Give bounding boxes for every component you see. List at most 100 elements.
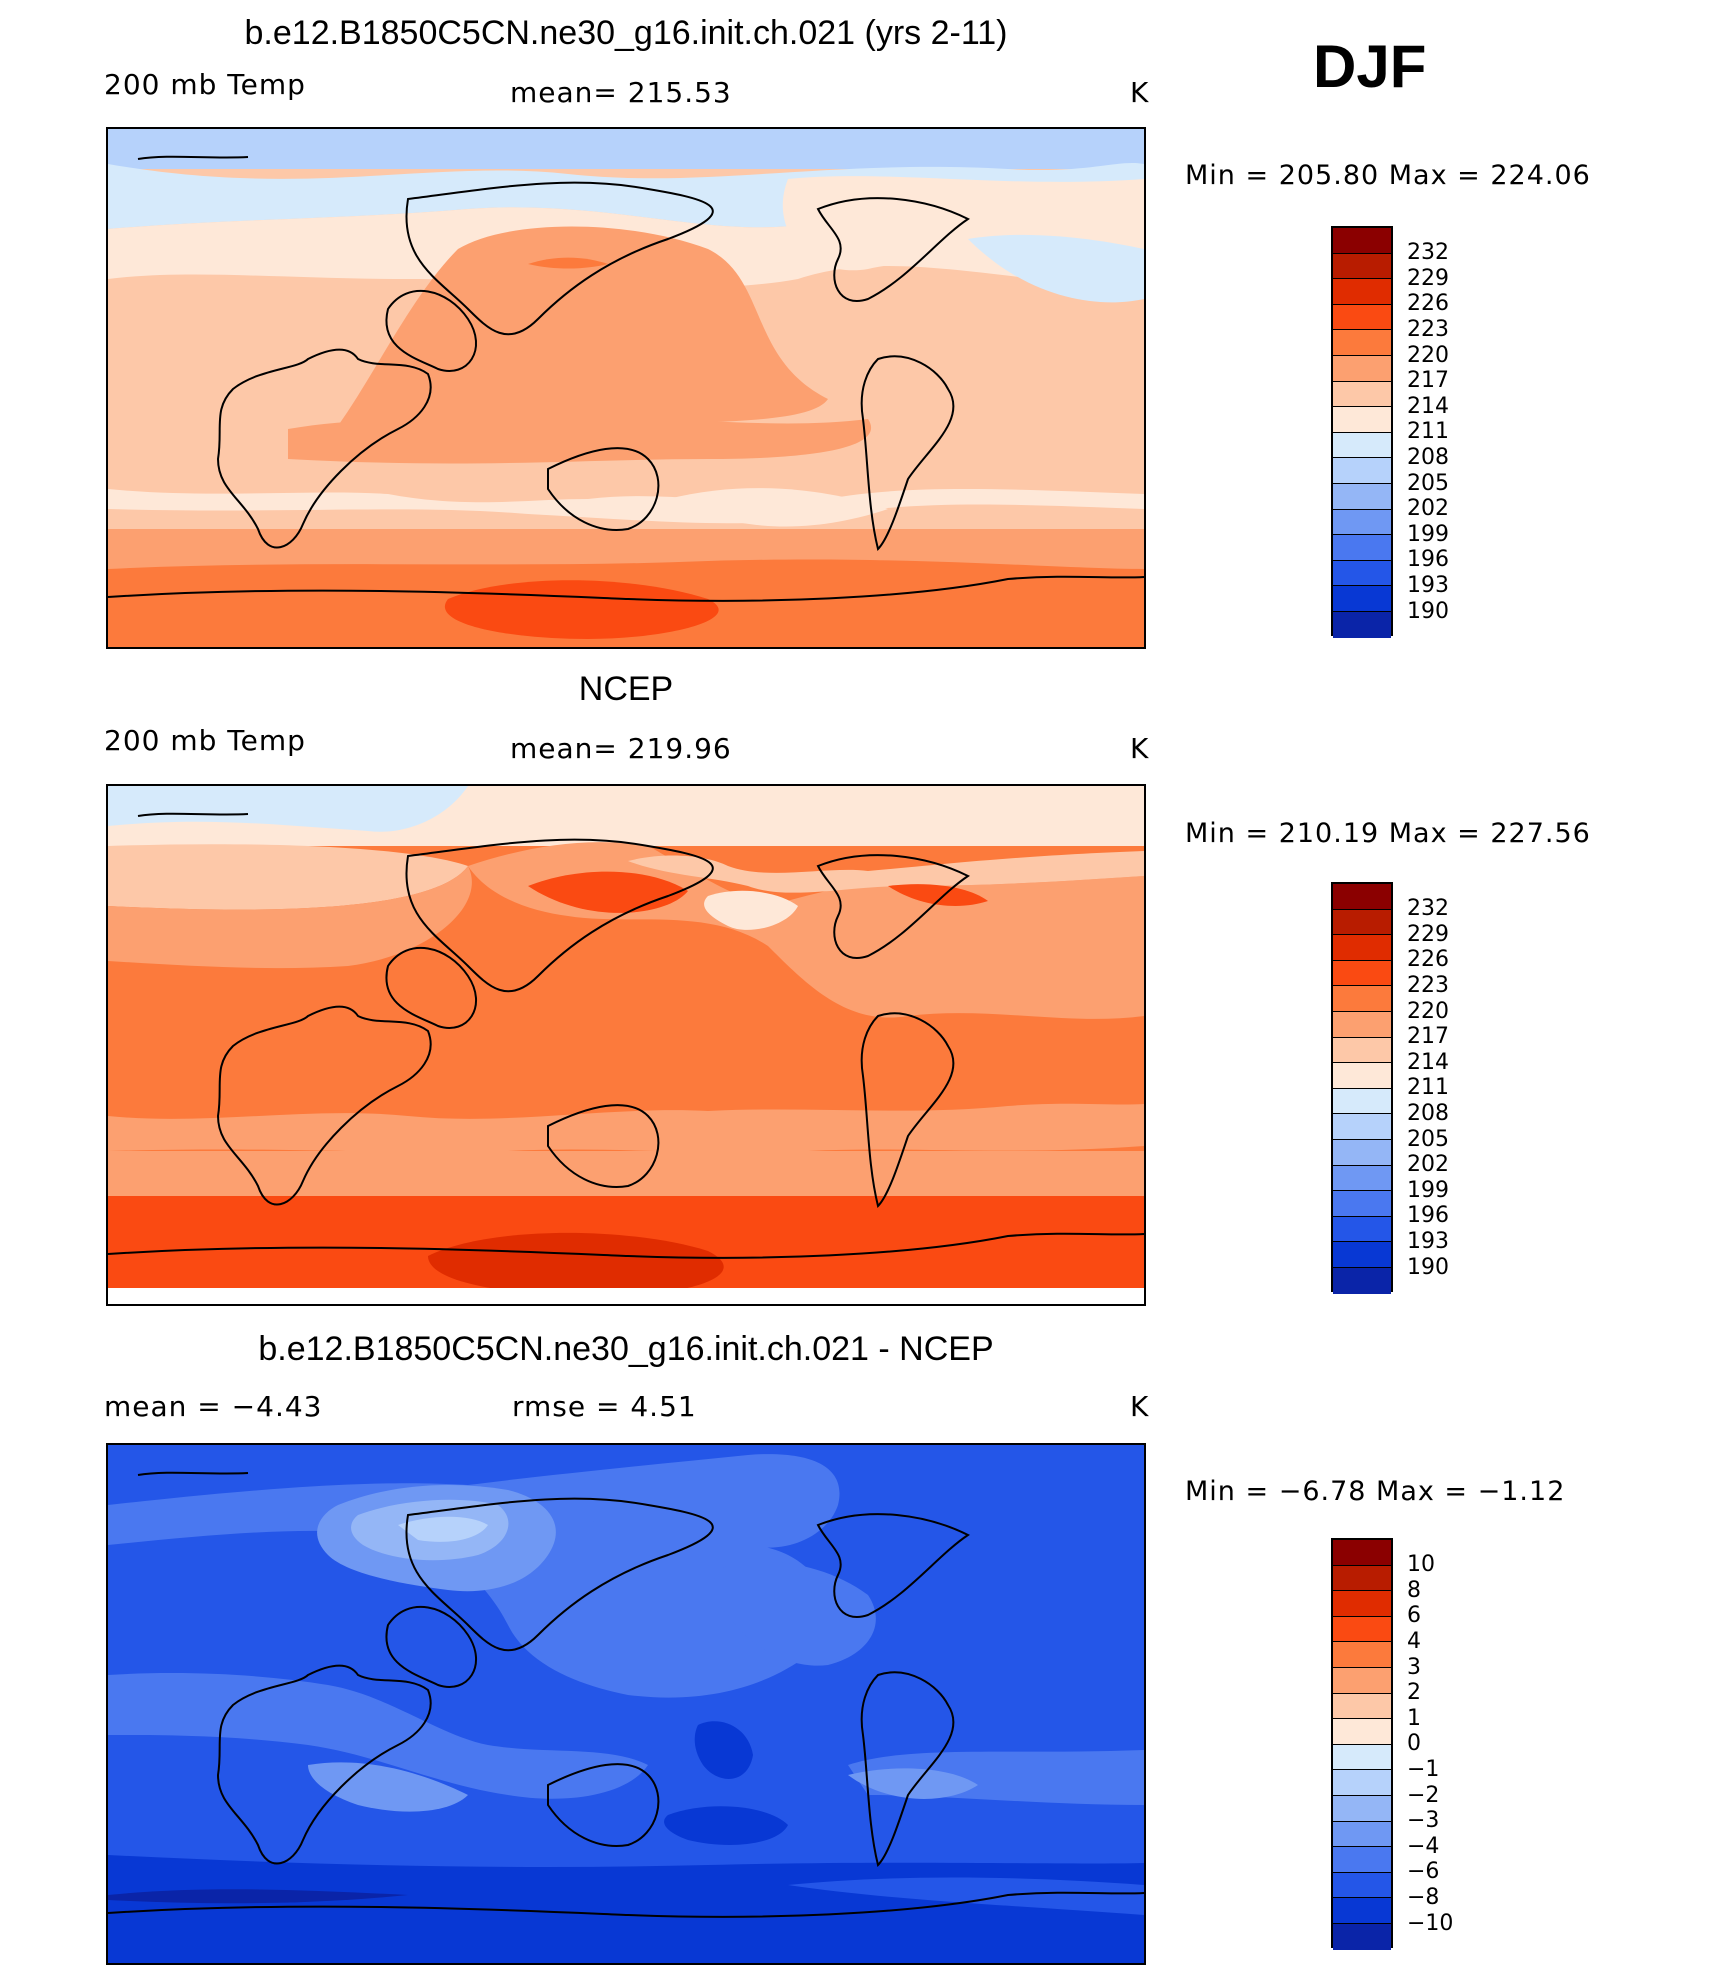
panel-1-colorbar-swatches [1331,226,1393,638]
colorbar-swatch [1333,1821,1391,1848]
colorbar-tick: 199 [1407,522,1449,547]
panel-2-map [106,784,1146,1306]
panel-3-map-svg [108,1445,1144,1963]
colorbar-swatch [1333,1011,1391,1038]
colorbar-tick: 232 [1407,896,1449,921]
panel-1-units-label: K [1130,76,1150,109]
coastline [108,1471,1144,1918]
panel-2-title: NCEP [578,670,674,708]
contour [398,1516,488,1542]
contour [308,1762,468,1812]
colorbar-tick: −3 [1407,1808,1440,1833]
colorbar-swatch [1333,253,1391,280]
contour [428,1232,724,1297]
colorbar-tick: 229 [1407,266,1449,291]
panel-1-title: b.e12.B1850C5CN.ne30_g16.init.ch.021 (yr… [244,14,1008,52]
colorbar-tick: 8 [1407,1578,1421,1603]
colorbar-tick: 214 [1407,1050,1449,1075]
contour [628,851,1144,893]
colorbar-swatch [1333,1139,1391,1166]
colorbar-swatch [1333,1242,1391,1268]
band [108,129,1144,169]
colorbar-swatch [1333,1872,1391,1899]
contour [108,1855,1144,1963]
contour [668,488,888,527]
colorbar-swatch [1333,1744,1391,1771]
colorbar-tick: 220 [1407,343,1449,368]
colorbar-tick: 226 [1407,291,1449,316]
colorbar-tick: 223 [1407,317,1449,342]
panel-1-variable-label: 200 mb Temp [104,68,306,101]
colorbar-tick: 10 [1407,1552,1435,1577]
colorbar-swatch [1333,535,1391,561]
colorbar-tick: 205 [1407,1127,1449,1152]
colorbar-swatch [1333,1642,1391,1668]
panel-2-map-svg [108,786,1144,1304]
colorbar-swatch [1333,1667,1391,1694]
contour [108,866,472,969]
colorbar-swatch [1333,1847,1391,1873]
colorbar-tick: 2 [1407,1680,1421,1705]
colorbar-tick: 202 [1407,496,1449,521]
panel-1-mean-label: mean= 215.53 [510,76,732,109]
colorbar-tick: 217 [1407,368,1449,393]
contour [704,890,798,930]
colorbar-tick: 220 [1407,999,1449,1024]
colorbar-swatch [1333,960,1391,987]
colorbar-tick: 6 [1407,1603,1421,1628]
colorbar-tick: 226 [1407,947,1449,972]
contour [788,1877,1144,1915]
panel-2-variable-label: 200 mb Temp [104,724,306,757]
colorbar-tick: 0 [1407,1731,1421,1756]
panel-1-map-svg [108,129,1144,647]
colorbar-tick: 208 [1407,445,1449,470]
panel-2-mean-label: mean= 219.96 [510,732,732,765]
colorbar-swatch [1333,884,1391,910]
colorbar-swatch [1333,586,1391,612]
contour [108,1673,648,1799]
colorbar-swatch [1333,1591,1391,1617]
contour [108,844,468,910]
colorbar-tick: 232 [1407,240,1449,265]
season-label: DJF [1313,33,1427,100]
colorbar-swatch [1333,483,1391,510]
panel-3-title: b.e12.B1850C5CN.ne30_g16.init.ch.021 - N… [258,1330,994,1368]
colorbar-tick: 205 [1407,471,1449,496]
colorbar-swatch [1333,1063,1391,1089]
panel-3-min-max: Min = −6.78 Max = −1.12 [1185,1476,1566,1507]
colorbar-tick: 211 [1407,419,1449,444]
panel-3-mean-label: mean = −4.43 [104,1390,323,1423]
contour [108,489,1144,524]
contour [288,419,872,464]
contour [328,226,828,446]
contour [664,1806,788,1845]
colorbar-tick: −1 [1407,1757,1440,1782]
colorbar-tick: 190 [1407,1255,1449,1280]
colorbar-tick: −2 [1407,1783,1440,1808]
colorbar-swatch [1333,935,1391,961]
colorbar-tick: 3 [1407,1655,1421,1680]
contour [108,1889,408,1904]
contour [108,1483,830,1698]
coastline [108,812,1144,1259]
colorbar-tick: −4 [1407,1834,1440,1859]
colorbar-tick: 190 [1407,599,1449,624]
panel-3-units-label: K [1130,1390,1150,1423]
colorbar-swatch [1333,560,1391,587]
panel-1-map [106,127,1146,649]
colorbar-swatch [1333,355,1391,382]
colorbar-tick: 223 [1407,973,1449,998]
colorbar-tick: 217 [1407,1024,1449,1049]
colorbar-swatch [1333,228,1391,254]
panel-2-min-max: Min = 210.19 Max = 227.56 [1185,818,1591,849]
colorbar-swatch [1333,458,1391,484]
panel-2-units-label: K [1130,732,1150,765]
contour [694,1721,753,1779]
colorbar-tick: −8 [1407,1885,1440,1910]
colorbar-swatch [1333,1191,1391,1217]
colorbar-tick: 208 [1407,1101,1449,1126]
colorbar-swatch [1333,1693,1391,1720]
colorbar-tick: 202 [1407,1152,1449,1177]
colorbar-tick: 196 [1407,547,1449,572]
colorbar-tick: 211 [1407,1075,1449,1100]
